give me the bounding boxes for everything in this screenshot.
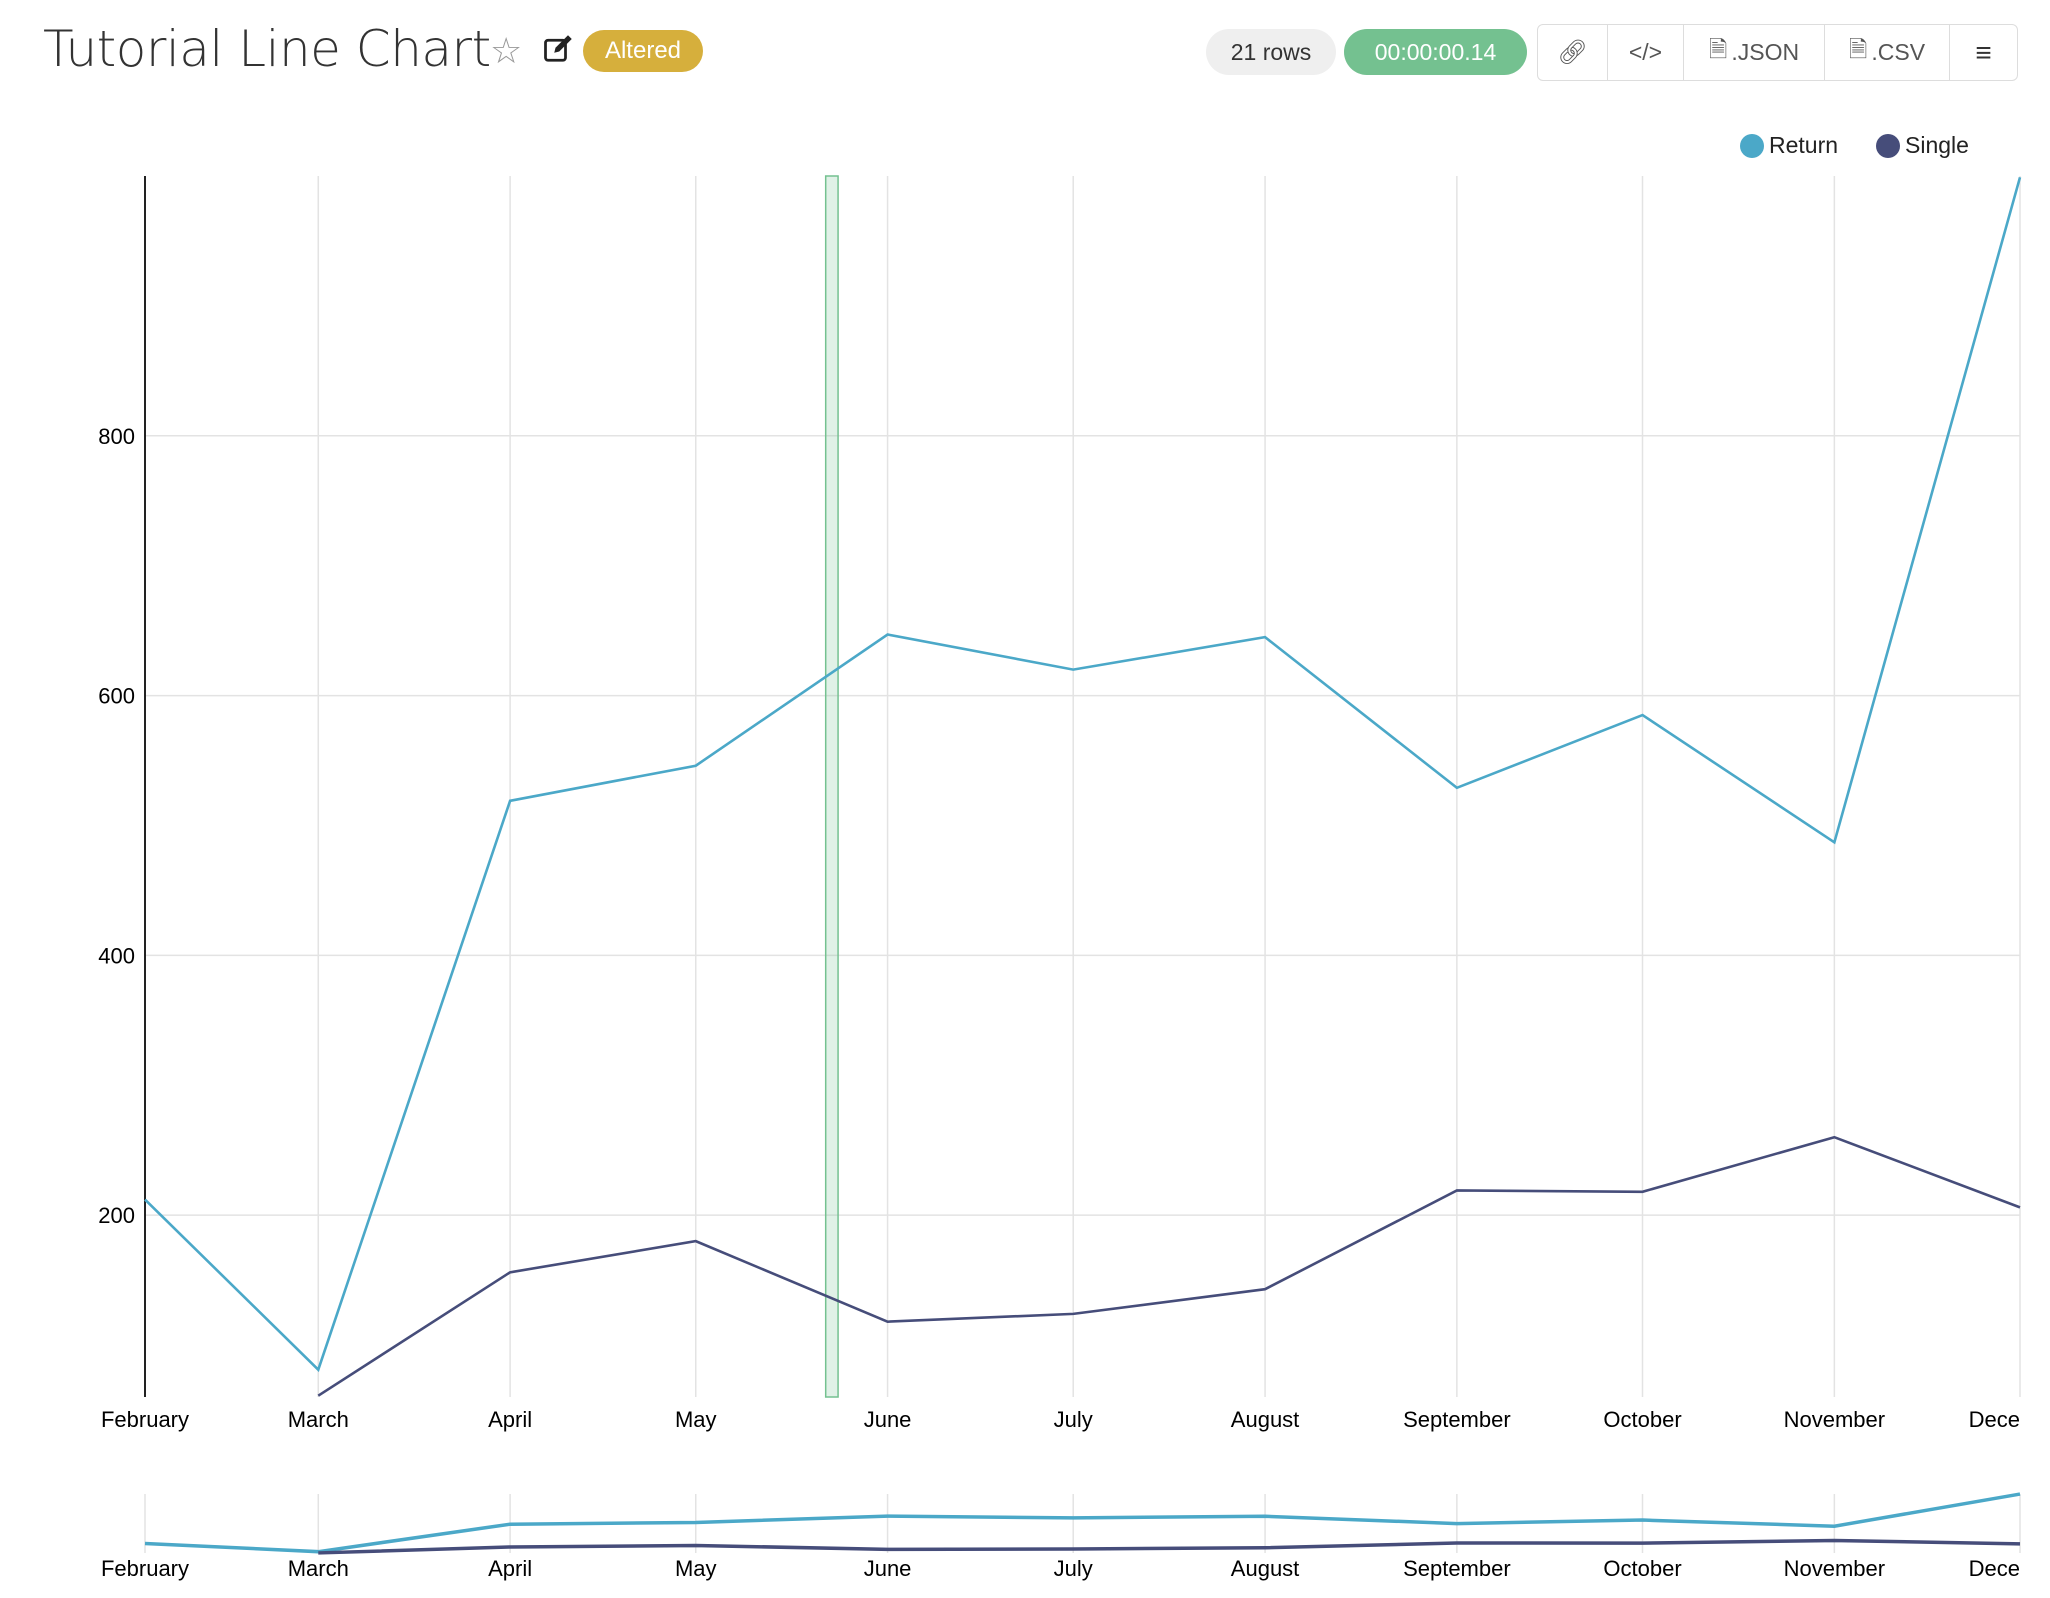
x-tick-label: October [1603, 1407, 1681, 1432]
x-tick-label: March [288, 1407, 349, 1432]
legend-label-return: Return [1769, 132, 1839, 158]
legend-label-single: Single [1905, 132, 1969, 158]
csv-export-button[interactable]: 🗎 .CSV [1825, 25, 1950, 80]
mini-x-tick-label: February [101, 1556, 189, 1581]
y-tick-label: 200 [98, 1203, 135, 1228]
data-point-return [2018, 175, 2022, 179]
mini-series-line-return [144, 1492, 2021, 1554]
edit-icon[interactable] [543, 34, 573, 64]
data-point-return [316, 1368, 320, 1372]
legend-item-single[interactable]: Single [1876, 132, 1969, 159]
csv-label: .CSV [1871, 39, 1926, 65]
y-tick-label: 400 [98, 943, 135, 968]
data-point-return [143, 1198, 147, 1202]
page-title: Tutorial Line Chart [43, 20, 491, 78]
menu-icon: ≡ [1975, 36, 1992, 68]
mini-x-tick-label: April [488, 1556, 532, 1581]
data-point-return [1071, 668, 1075, 672]
y-tick-label: 800 [98, 424, 135, 449]
x-tick-label: April [488, 1407, 532, 1432]
menu-button[interactable]: ≡ [1950, 25, 2017, 80]
x-tick-label: November [1784, 1407, 1885, 1432]
status-badge: Altered [583, 30, 703, 72]
x-tick-label: June [864, 1407, 912, 1432]
data-point-return [508, 799, 512, 803]
file-text-icon: 🗎 [1848, 36, 1868, 62]
code-button[interactable]: </> [1608, 25, 1684, 80]
data-point-single [1832, 1135, 1836, 1139]
data-point-return [1455, 786, 1459, 790]
row-count: 21 rows [1206, 29, 1336, 75]
legend-dot-return [1740, 133, 1764, 158]
data-point-single [1263, 1287, 1267, 1291]
query-time: 00:00:00.14 [1344, 29, 1527, 75]
x-tick-label: July [1054, 1407, 1093, 1432]
x-tick-label: Dece [1969, 1407, 2020, 1432]
mini-x-tick-label: September [1403, 1556, 1511, 1581]
data-point-single [694, 1239, 698, 1243]
data-point-single [1641, 1190, 1645, 1194]
data-point-return [1832, 840, 1836, 844]
mini-x-tick-label: July [1054, 1556, 1093, 1581]
code-icon: </> [1628, 39, 1663, 65]
data-point-single [2018, 1205, 2022, 1209]
mini-x-tick-label: November [1784, 1556, 1885, 1581]
mini-x-tick-label: June [864, 1556, 912, 1581]
star-icon[interactable]: ☆ [490, 30, 523, 71]
json-label: .JSON [1731, 39, 1800, 65]
x-tick-label: September [1403, 1407, 1511, 1432]
mini-series-line-single [318, 1538, 2021, 1555]
mini-x-tick-label: Dece [1969, 1556, 2020, 1581]
file-code-icon: 🗎 [1708, 36, 1728, 62]
data-point-single [886, 1320, 890, 1324]
json-export-button[interactable]: 🗎 .JSON [1684, 25, 1825, 80]
legend-item-return[interactable]: Return [1740, 132, 1838, 159]
legend-dot-single [1876, 133, 1900, 158]
mini-x-tick-label: March [288, 1556, 349, 1581]
data-point-single [1071, 1312, 1075, 1316]
mini-x-tick-label: October [1603, 1556, 1681, 1581]
x-tick-label: May [675, 1407, 717, 1432]
data-point-return [1263, 635, 1267, 639]
data-point-return [886, 633, 890, 637]
x-tick-label: February [101, 1407, 189, 1432]
x-tick-label: August [1231, 1407, 1300, 1432]
data-point-single [508, 1270, 512, 1274]
link-button[interactable]: 🔗︎ [1538, 25, 1608, 80]
toolbar: 🔗︎ </> 🗎 .JSON 🗎 .CSV ≡ [1537, 24, 2018, 81]
series-line-return [144, 176, 2022, 1373]
data-point-return [694, 764, 698, 768]
data-point-return [1641, 713, 1645, 717]
mini-x-tick-label: August [1231, 1556, 1300, 1581]
link-icon: 🔗︎ [1557, 39, 1588, 66]
y-tick-label: 600 [98, 684, 135, 709]
highlight-region [824, 175, 839, 1398]
data-point-single [1455, 1188, 1459, 1192]
mini-x-tick-label: May [675, 1556, 717, 1581]
series-line-single [317, 1135, 2021, 1397]
data-point-single [316, 1394, 320, 1398]
